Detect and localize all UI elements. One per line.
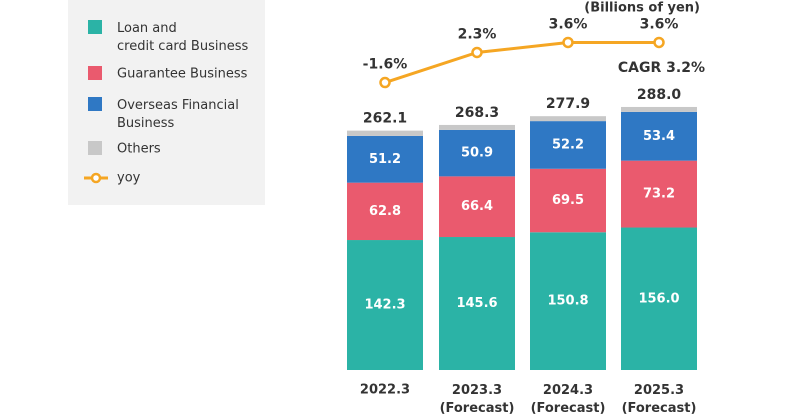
legend-swatch bbox=[88, 97, 102, 111]
bar-segment bbox=[530, 168, 606, 233]
total-label: 262.1 bbox=[363, 111, 407, 127]
unit-note: (Billions of yen) bbox=[584, 1, 700, 16]
cagr-annotation: CAGR 3.2% bbox=[618, 60, 705, 76]
legend-label: Loan and credit card Business bbox=[117, 21, 248, 54]
bar-segment bbox=[621, 160, 697, 228]
value-label: 52.2 bbox=[552, 137, 584, 152]
legend-label: Others bbox=[117, 142, 161, 157]
yoy-marker bbox=[653, 36, 665, 49]
value-label: 156.0 bbox=[638, 291, 679, 306]
bar-segment bbox=[530, 232, 606, 370]
yoy-marker bbox=[471, 46, 483, 59]
total-label: 268.3 bbox=[455, 105, 499, 121]
value-label: 66.4 bbox=[461, 199, 493, 214]
value-label: 50.9 bbox=[461, 146, 493, 161]
bar-segment bbox=[621, 106, 697, 112]
bar-segment bbox=[347, 135, 423, 183]
legend-marker bbox=[90, 172, 102, 184]
yoy-label: 3.6% bbox=[549, 16, 588, 32]
value-label: 69.5 bbox=[552, 193, 584, 208]
yoy-label: 3.6% bbox=[640, 16, 679, 32]
bar-segment bbox=[530, 121, 606, 169]
bar-segment bbox=[621, 227, 697, 370]
bar-segment bbox=[347, 240, 423, 370]
yoy-line bbox=[384, 40, 659, 84]
bar-segment bbox=[621, 111, 697, 161]
x-tick-label: 2022.3 bbox=[360, 383, 410, 398]
value-label: 145.6 bbox=[456, 296, 497, 311]
bar-segment bbox=[439, 176, 515, 238]
value-label: 53.4 bbox=[643, 129, 675, 144]
value-label: 150.8 bbox=[547, 294, 588, 309]
bar-segment bbox=[439, 129, 515, 177]
bar-segment bbox=[347, 182, 423, 241]
total-label: 288.0 bbox=[637, 87, 682, 103]
value-label: 73.2 bbox=[643, 187, 675, 202]
legend-label: Guarantee Business bbox=[117, 67, 248, 82]
legend-label: Overseas Financial Business bbox=[117, 98, 239, 131]
legend-label: yoy bbox=[117, 171, 141, 186]
bar-segment bbox=[530, 116, 606, 122]
yoy-marker bbox=[562, 36, 574, 49]
bar-segment bbox=[439, 124, 515, 130]
value-label: 142.3 bbox=[364, 298, 405, 313]
legend-swatch bbox=[88, 66, 102, 80]
x-tick-label: 2024.3 (Forecast) bbox=[531, 383, 606, 416]
yoy-marker bbox=[379, 76, 391, 89]
yoy-label: -1.6% bbox=[363, 57, 408, 73]
legend-swatch bbox=[88, 20, 102, 34]
x-tick-label: 2023.3 (Forecast) bbox=[440, 383, 515, 416]
x-tick-label: 2025.3 (Forecast) bbox=[622, 383, 697, 416]
legend-swatch bbox=[88, 141, 102, 155]
value-label: 62.8 bbox=[369, 204, 401, 219]
yoy-label: 2.3% bbox=[458, 26, 497, 42]
bar-segment bbox=[439, 237, 515, 370]
total-label: 277.9 bbox=[546, 96, 590, 112]
value-label: 51.2 bbox=[369, 152, 401, 167]
bar-segment bbox=[347, 130, 423, 136]
